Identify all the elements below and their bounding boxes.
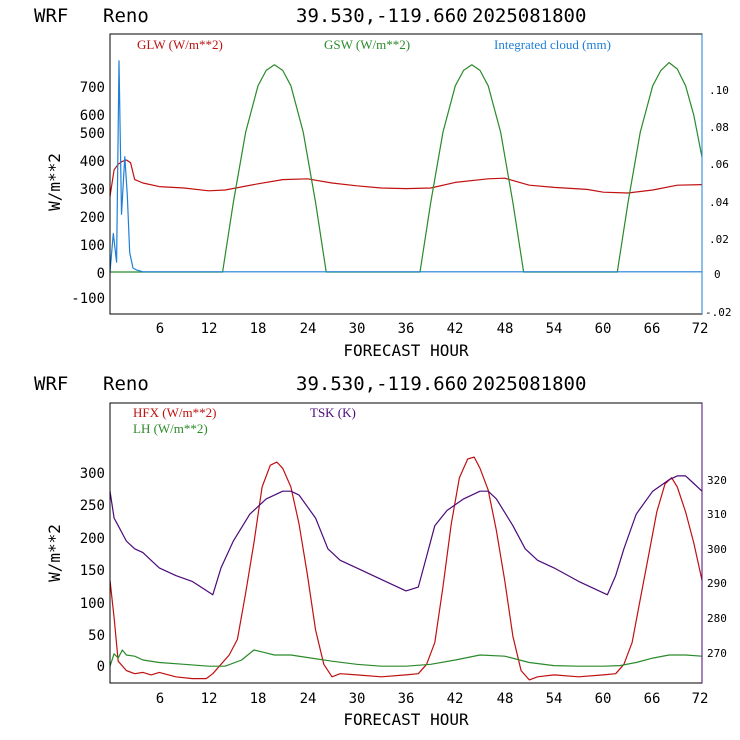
chart-2-xtick: 54 (546, 691, 563, 707)
chart-1-legend-gsw: GSW (W/m**2) (324, 37, 410, 52)
chart-2-y2tick: 310 (707, 508, 727, 521)
chart-2-legend-tsk: TSK (K) (310, 405, 356, 420)
chart-2-ytick: 50 (88, 628, 105, 644)
chart-2-series (109, 456, 703, 681)
chart-1-xtick: 60 (595, 321, 612, 337)
chart-2-ytick: 100 (80, 596, 105, 612)
chart-1: WRF Reno 39.530,-119.660 2025081800 GLW … (34, 5, 732, 360)
chart-2-xtick: 66 (644, 691, 661, 707)
chart-1-ytick: -100 (71, 291, 105, 307)
chart-1-ytick: 200 (80, 210, 105, 226)
chart-1-y2tick: -.02 (705, 306, 732, 319)
chart-1-xtick: 36 (398, 321, 415, 337)
chart-2-xtick: 60 (595, 691, 612, 707)
chart-1-xtick: 42 (447, 321, 464, 337)
chart-1-y2-ticks: .10 .08 .06 .04 .02 0 -.02 (705, 84, 732, 319)
chart-2-xtick: 6 (156, 691, 164, 707)
chart-2-coords: 39.530,-119.660 (296, 373, 468, 395)
chart-1-x-ticks: 6 12 18 24 30 36 42 48 54 60 66 72 (156, 321, 709, 337)
chart-1-xtick: 30 (349, 321, 366, 337)
chart-1-xtick: 18 (250, 321, 267, 337)
chart-1-series-integrated-line (109, 60, 702, 273)
chart-1-xtick: 72 (692, 321, 709, 337)
chart-1-xtick: 54 (546, 321, 563, 337)
chart-1-legend-glw: GLW (W/m**2) (137, 37, 223, 52)
chart-1-y2tick: .06 (709, 158, 729, 171)
chart-2: WRF Reno 39.530,-119.660 2025081800 HFX … (34, 373, 727, 729)
chart-2-legend-hfx: HFX (W/m**2) (133, 405, 216, 420)
chart-1-xtick: 12 (201, 321, 218, 337)
chart-2-xlabel: FORECAST HOUR (343, 710, 469, 729)
chart-1-y2tick: 0 (714, 268, 721, 281)
chart-2-xtick: 30 (349, 691, 366, 707)
chart-2-model: WRF (34, 373, 68, 395)
chart-2-xtick: 18 (250, 691, 267, 707)
chart-1-legend-cloud: Integrated cloud (mm) (494, 37, 611, 52)
chart-2-series-lh-line (109, 649, 703, 667)
chart-1-series (109, 60, 703, 273)
chart-1-xlabel: FORECAST HOUR (343, 341, 469, 360)
chart-2-ylabel: W/m**2 (45, 524, 64, 582)
chart-1-coords: 39.530,-119.660 (296, 5, 468, 27)
chart-1-xtick: 6 (156, 321, 164, 337)
chart-1-y2tick: .04 (709, 196, 729, 209)
chart-2-site: Reno (103, 373, 149, 395)
chart-2-xtick: 48 (497, 691, 514, 707)
chart-2-y2tick: 280 (707, 612, 727, 625)
chart-1-ylabel: W/m**2 (45, 153, 64, 211)
chart-1-xtick: 66 (644, 321, 661, 337)
chart-2-xtick: 36 (398, 691, 415, 707)
chart-2-run: 2025081800 (472, 373, 586, 395)
chart-2-y2tick: 300 (707, 543, 727, 556)
chart-2-series-tsk-line (109, 475, 703, 596)
chart-2-y-ticks: 0 50 100 150 200 250 300 (80, 466, 105, 675)
chart-2-xtick: 72 (692, 691, 709, 707)
chart-1-xtick: 48 (497, 321, 514, 337)
chart-1-series-glw-line (109, 159, 703, 197)
chart-1-ytick: 100 (80, 238, 105, 254)
chart-2-y2tick: 270 (707, 647, 727, 660)
chart-1-y2tick: .08 (709, 121, 729, 134)
chart-2-x-ticks: 6 12 18 24 30 36 42 48 54 60 66 72 (156, 691, 709, 707)
chart-1-y-ticks: -100 0 100 200 300 400 500 600 700 (71, 80, 105, 307)
chart-2-frame (109, 402, 703, 684)
chart-2-y2tick: 320 (707, 474, 727, 487)
chart-1-site: Reno (103, 5, 149, 27)
chart-1-ytick: 300 (80, 182, 105, 198)
chart-2-xtick: 12 (201, 691, 218, 707)
chart-1-ytick: 500 (80, 126, 105, 142)
chart-2-ytick: 250 (80, 498, 105, 514)
chart-2-ytick: 150 (80, 563, 105, 579)
chart-2-xtick: 42 (447, 691, 464, 707)
chart-1-ytick: 600 (80, 108, 105, 124)
chart-2-y2-ticks: 320 310 300 290 280 270 (707, 474, 727, 660)
chart-1-model: WRF (34, 5, 68, 27)
chart-1-xtick: 24 (300, 321, 317, 337)
chart-1-y2tick: .10 (709, 84, 729, 97)
chart-2-xtick: 24 (300, 691, 317, 707)
chart-2-y2tick: 290 (707, 577, 727, 590)
chart-1-y2tick: .02 (709, 233, 729, 246)
chart-1-run: 2025081800 (472, 5, 586, 27)
chart-1-ytick: 700 (80, 80, 105, 96)
chart-2-ytick: 0 (97, 659, 105, 675)
chart-2-ytick: 300 (80, 466, 105, 482)
chart-2-legend-lh: LH (W/m**2) (133, 421, 208, 436)
chart-1-ytick: 0 (97, 266, 105, 282)
chart-1-ytick: 400 (80, 154, 105, 170)
chart-2-series-hfx-line (109, 456, 703, 681)
chart-2-ytick: 200 (80, 531, 105, 547)
chart-1-series-gsw-line (110, 61, 703, 273)
